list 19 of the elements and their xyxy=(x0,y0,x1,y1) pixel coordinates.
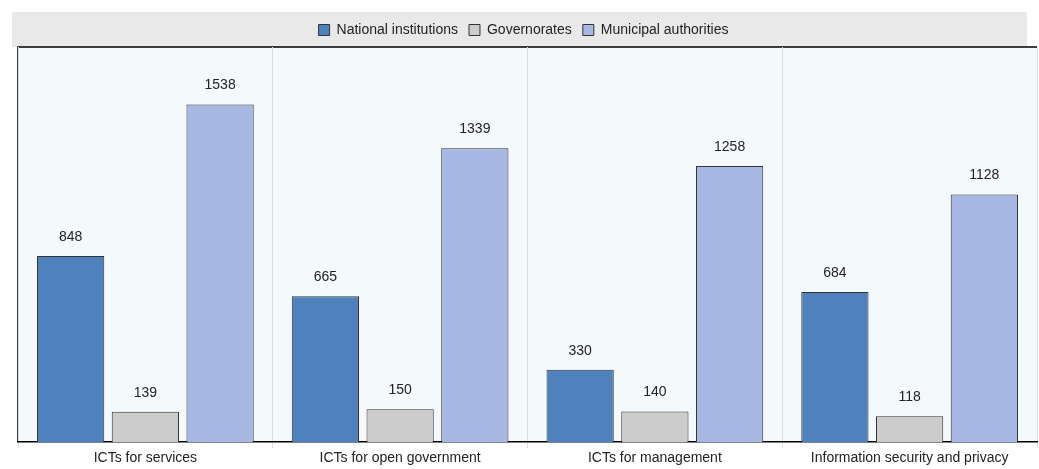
x-tick-label: ICTs for open government xyxy=(319,449,481,466)
data-label: 665 xyxy=(313,268,338,285)
x-tick-label: Information security and privacy xyxy=(810,449,1009,466)
x-tick-label: ICTs for management xyxy=(587,449,722,466)
legend-label: Municipal authorities xyxy=(600,20,729,37)
data-label: 1339 xyxy=(459,120,491,137)
legend-label: National institutions xyxy=(336,20,458,37)
data-label: 140 xyxy=(643,383,667,400)
data-label: 684 xyxy=(823,263,847,280)
data-label: 1128 xyxy=(969,166,1000,183)
data-label: 330 xyxy=(568,341,593,358)
data-label: 118 xyxy=(898,388,921,405)
data-label: 848 xyxy=(58,227,83,244)
data-label: 1538 xyxy=(204,76,236,93)
data-label: 139 xyxy=(133,383,158,400)
legend-label: Governorates xyxy=(486,20,572,37)
x-tick-label: ICTs for services xyxy=(93,449,198,466)
data-label: 150 xyxy=(388,381,413,398)
data-label: 1258 xyxy=(714,137,746,154)
